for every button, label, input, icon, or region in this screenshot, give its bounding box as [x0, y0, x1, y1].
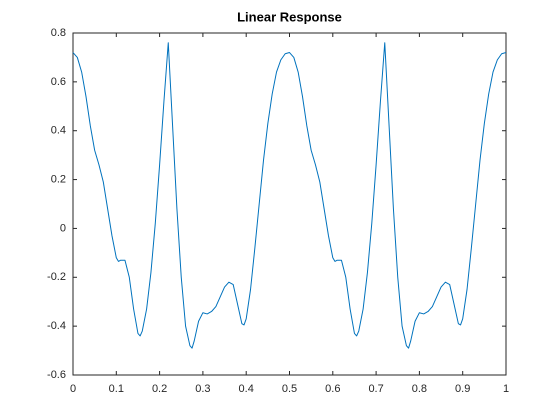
y-tick-label: 0.4	[51, 125, 66, 137]
line-series	[72, 42, 507, 349]
x-tick-label: 0.6	[325, 383, 340, 395]
y-tick-label: -0.4	[47, 320, 66, 332]
x-tick-label: 0.7	[368, 383, 383, 395]
chart-title: Linear Response	[237, 9, 342, 24]
y-tick-label: 0.2	[51, 173, 66, 185]
axes-box	[72, 32, 507, 376]
x-tick-label: 0.8	[412, 383, 427, 395]
y-tick-label: 0.6	[51, 76, 66, 88]
x-tick-label: 0.2	[152, 383, 167, 395]
y-tick-label: -0.6	[47, 369, 66, 381]
x-tick-label: 0.1	[109, 383, 124, 395]
x-tick-label: 1	[503, 383, 509, 395]
y-tick-label: 0.8	[51, 27, 66, 39]
x-tick-label: 0	[70, 383, 76, 395]
x-tick-label: 0.9	[455, 383, 470, 395]
y-tick-label: -0.2	[47, 271, 66, 283]
x-tick-label: 0.3	[195, 383, 210, 395]
x-tick-label: 0.5	[282, 383, 297, 395]
x-tick-label: 0.4	[239, 383, 254, 395]
y-tick-label: 0	[60, 222, 66, 234]
